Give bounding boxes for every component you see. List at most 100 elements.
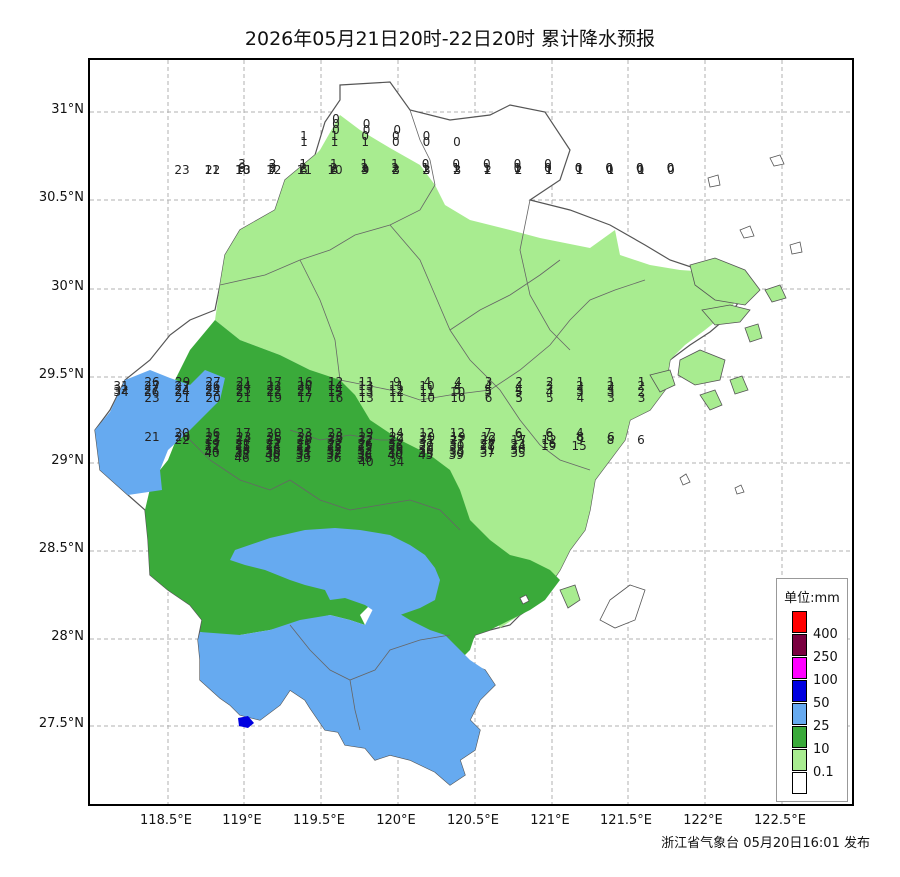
station-value: 6: [485, 391, 493, 405]
city-boundaries: [179, 109, 646, 731]
station-value: 2: [576, 379, 584, 393]
station-value: 0: [452, 157, 460, 171]
station-value: 1: [483, 161, 491, 175]
station-value: 29: [388, 443, 403, 457]
station-value: 2: [299, 161, 307, 175]
station-value: 1: [607, 375, 615, 389]
station-value: 38: [265, 451, 280, 465]
station-value: 16: [541, 437, 556, 451]
station-value: 32: [358, 433, 373, 447]
station-value: 3: [638, 391, 646, 405]
station-value: 9: [576, 433, 584, 447]
station-value: 0: [544, 157, 552, 171]
lon-label-121: 121°E: [530, 813, 570, 828]
station-value: 25: [235, 439, 250, 453]
station-value: 21: [175, 391, 190, 405]
small-islands: [519, 154, 803, 629]
station-value: 14: [389, 426, 404, 440]
station-value: 11: [359, 375, 374, 389]
station-value: 1: [484, 163, 492, 177]
station-value: 20: [480, 433, 495, 447]
station-value: 4: [424, 375, 432, 389]
station-value: 27: [206, 375, 221, 389]
station-value: 6: [607, 430, 615, 444]
station-value: 0: [392, 129, 400, 143]
station-value: 1: [391, 161, 399, 175]
station-value: 13: [359, 391, 374, 405]
station-value: 12: [450, 426, 465, 440]
legend-label-0.1: 0.1: [813, 765, 834, 780]
station-value: 1: [514, 163, 522, 177]
station-value: 1: [300, 135, 308, 149]
station-value: 0: [667, 161, 675, 175]
station-value: 5: [484, 383, 492, 397]
station-value: 8: [607, 433, 615, 447]
station-value: 29: [389, 433, 404, 447]
station-value: 12: [328, 375, 343, 389]
station-value: 11: [389, 391, 404, 405]
station-value: 0: [636, 161, 644, 175]
station-value: 3: [607, 385, 615, 399]
station-value: 15: [572, 439, 587, 453]
lon-label-119.5: 119.5°E: [293, 813, 345, 828]
legend-label-10: 10: [813, 742, 830, 757]
station-value: 22: [266, 383, 281, 397]
station-value: 6: [545, 426, 553, 440]
station-value: 2: [515, 375, 523, 389]
station-value: 26: [205, 379, 220, 393]
station-value: 27: [144, 379, 159, 393]
station-value: 3: [392, 163, 400, 177]
station-value: 19: [204, 437, 219, 451]
station-value: 0: [392, 135, 400, 149]
station-value: 2: [484, 163, 492, 177]
station-value: 24: [236, 433, 251, 447]
station-value: 25: [296, 439, 311, 453]
station-value: 2: [453, 163, 461, 177]
station-value: 0: [605, 161, 613, 175]
station-value: 37: [419, 437, 434, 451]
station-value: 3: [454, 163, 462, 177]
station-value: 28: [297, 430, 312, 444]
station-value: 22: [297, 385, 312, 399]
station-value: 3: [238, 157, 246, 171]
station-value: 0: [514, 157, 522, 171]
station-value: 1: [422, 161, 430, 175]
station-value: 3: [546, 383, 554, 397]
station-value: 27: [480, 437, 495, 451]
station-value: 4: [515, 379, 523, 393]
station-value: 4: [454, 379, 462, 393]
station-value: 12: [542, 433, 557, 447]
station-value: 2: [515, 163, 523, 177]
station-value: 2: [392, 163, 400, 177]
station-value: 1: [361, 157, 369, 171]
legend-label-400: 400: [813, 627, 838, 642]
station-value: 9: [393, 375, 401, 389]
lat-label-29: 29°N: [51, 453, 84, 468]
station-value: 23: [236, 430, 251, 444]
station-value: 36: [326, 451, 341, 465]
station-value: 10: [235, 163, 250, 177]
station-value: 23: [297, 426, 312, 440]
station-value: 4: [577, 391, 585, 405]
station-value: 25: [357, 439, 372, 453]
station-value: 21: [236, 385, 251, 399]
lon-label-120.5: 120.5°E: [447, 813, 499, 828]
station-value: 11: [419, 385, 434, 399]
station-value: 1: [422, 161, 430, 175]
station-value: 20: [297, 379, 312, 393]
station-value: 30: [388, 446, 403, 460]
station-value: 32: [327, 443, 342, 457]
station-value: 2: [637, 385, 645, 399]
map-title: 2026年05月21日20时-22日20时 累计降水预报: [244, 28, 656, 50]
station-value: 22: [266, 437, 281, 451]
station-value: 3: [485, 375, 493, 389]
legend-swatch-400: [792, 611, 807, 633]
station-value: 1: [330, 161, 338, 175]
station-value: 13: [358, 379, 373, 393]
station-value: 0: [636, 161, 644, 175]
station-value: 0: [605, 161, 613, 175]
station-value: 1: [483, 161, 491, 175]
station-value: 24: [175, 383, 190, 397]
station-value: 17: [297, 391, 312, 405]
station-value: 4: [546, 385, 554, 399]
